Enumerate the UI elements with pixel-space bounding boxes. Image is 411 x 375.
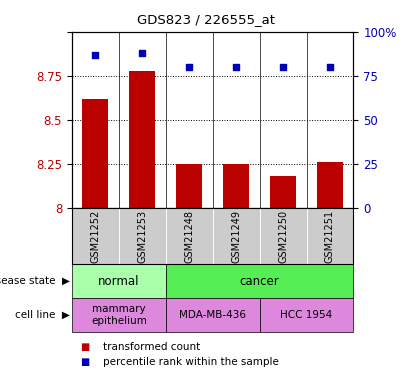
Bar <box>83 99 108 208</box>
Point <box>327 64 333 70</box>
Text: GDS823 / 226555_at: GDS823 / 226555_at <box>136 13 275 26</box>
Point <box>92 52 99 58</box>
Text: mammary
epithelium: mammary epithelium <box>91 304 147 326</box>
Text: GSM21252: GSM21252 <box>90 210 100 263</box>
Text: percentile rank within the sample: percentile rank within the sample <box>103 357 279 367</box>
Text: GSM21251: GSM21251 <box>325 210 335 263</box>
Bar <box>317 162 343 208</box>
Point <box>233 64 240 70</box>
Text: HCC 1954: HCC 1954 <box>280 310 332 320</box>
Text: GSM21249: GSM21249 <box>231 210 241 263</box>
Text: ■: ■ <box>80 342 90 352</box>
Bar <box>129 70 155 208</box>
Text: disease state  ▶: disease state ▶ <box>0 276 70 286</box>
Text: GSM21253: GSM21253 <box>137 210 147 263</box>
Text: ■: ■ <box>80 357 90 367</box>
Text: MDA-MB-436: MDA-MB-436 <box>179 310 246 320</box>
Text: GSM21250: GSM21250 <box>278 210 288 263</box>
Point <box>139 50 145 56</box>
Text: GSM21248: GSM21248 <box>184 210 194 263</box>
Text: cell line  ▶: cell line ▶ <box>15 310 70 320</box>
Point <box>280 64 286 70</box>
Bar <box>223 164 249 208</box>
Bar <box>270 176 296 208</box>
Text: cancer: cancer <box>240 275 279 288</box>
Text: transformed count: transformed count <box>103 342 200 352</box>
Text: normal: normal <box>98 275 140 288</box>
Point <box>186 64 192 70</box>
Bar <box>176 164 202 208</box>
